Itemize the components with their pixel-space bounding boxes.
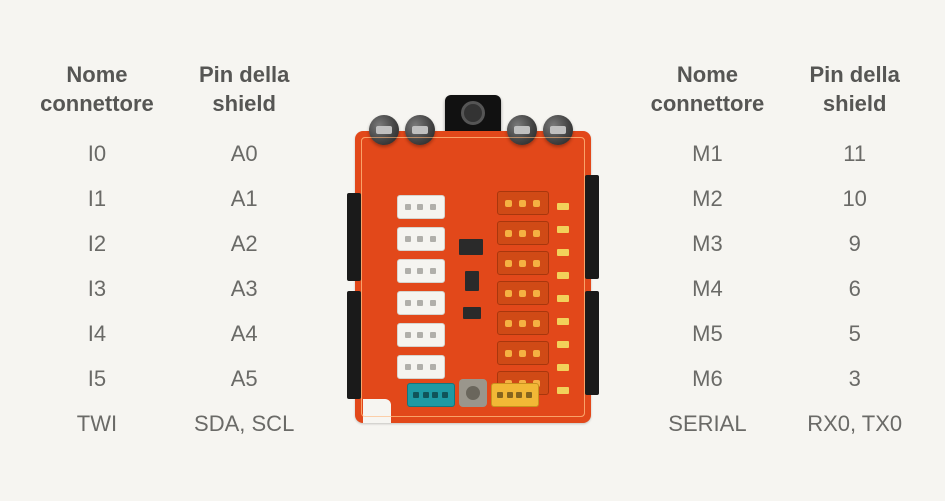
smd-led-icon xyxy=(557,341,569,348)
connector-name: I2 xyxy=(20,221,174,266)
orange-connector-icon xyxy=(497,311,549,335)
connector-name: I0 xyxy=(20,131,174,176)
table-row: I4 A4 xyxy=(20,311,315,356)
pcb-overlay xyxy=(355,131,591,423)
white-connector-icon xyxy=(397,355,445,379)
smd-led-icon xyxy=(557,295,569,302)
smd-ic-icon xyxy=(459,239,483,255)
table-row: I0 A0 xyxy=(20,131,315,176)
smd-led-icon xyxy=(557,249,569,256)
shield-pin: A5 xyxy=(174,356,315,401)
left-pin-table: Nome connettore Pin della shield I0 A0 I… xyxy=(20,55,315,445)
smd-led-icon xyxy=(557,203,569,210)
table-row: M3 9 xyxy=(631,221,926,266)
smd-led-icon xyxy=(557,226,569,233)
smd-led-icon xyxy=(557,387,569,394)
smd-led-icon xyxy=(557,364,569,371)
header-shield-pin: Pin della shield xyxy=(784,55,925,130)
connector-name: I1 xyxy=(20,176,174,221)
header-connector-name: Nome connettore xyxy=(20,55,174,130)
table-row: M4 6 xyxy=(631,266,926,311)
smd-ic-icon xyxy=(465,271,479,291)
shield-pin: A1 xyxy=(174,176,315,221)
orange-connector-icon xyxy=(497,251,549,275)
shield-pin: 3 xyxy=(784,356,925,401)
table-row: M5 5 xyxy=(631,311,926,356)
connector-name: M4 xyxy=(631,266,785,311)
shield-pin: 11 xyxy=(784,131,925,176)
smd-led-icon xyxy=(557,318,569,325)
connector-name: M1 xyxy=(631,131,785,176)
right-pin-table: Nome connettore Pin della shield M1 11 M… xyxy=(631,55,926,445)
shield-pin: 6 xyxy=(784,266,925,311)
white-connector-icon xyxy=(397,195,445,219)
connector-name: M2 xyxy=(631,176,785,221)
shield-pin: 9 xyxy=(784,221,925,266)
header-connector-name: Nome connettore xyxy=(631,55,785,130)
shield-pin: 5 xyxy=(784,311,925,356)
twi-connector-icon xyxy=(407,383,455,407)
orange-connector-icon xyxy=(497,281,549,305)
table-row: I1 A1 xyxy=(20,176,315,221)
motor-connector-column xyxy=(497,191,549,395)
table-row: SERIAL RX0, TX0 xyxy=(631,401,926,446)
white-connector-icon xyxy=(397,259,445,283)
white-connector-icon xyxy=(397,227,445,251)
smd-led-icon xyxy=(557,272,569,279)
arduino-shield-board xyxy=(347,95,599,427)
table-row: M1 11 xyxy=(631,131,926,176)
table-row: TWI SDA, SCL xyxy=(20,401,315,446)
shield-pin: SDA, SCL xyxy=(174,401,315,446)
smd-ic-icon xyxy=(463,307,481,319)
table-row: I3 A3 xyxy=(20,266,315,311)
table-row: M2 10 xyxy=(631,176,926,221)
shield-pin: A2 xyxy=(174,221,315,266)
connector-name: I4 xyxy=(20,311,174,356)
connector-name: M3 xyxy=(631,221,785,266)
connector-name: M5 xyxy=(631,311,785,356)
shield-pin: A4 xyxy=(174,311,315,356)
orange-connector-icon xyxy=(497,221,549,245)
shield-pin: A0 xyxy=(174,131,315,176)
orange-connector-icon xyxy=(497,341,549,365)
table-header: Nome connettore Pin della shield xyxy=(20,55,315,130)
orange-connector-icon xyxy=(497,191,549,215)
pinout-diagram: Nome connettore Pin della shield I0 A0 I… xyxy=(20,55,925,445)
white-connector-icon xyxy=(397,323,445,347)
table-header: Nome connettore Pin della shield xyxy=(631,55,926,130)
connector-name: TWI xyxy=(20,401,174,446)
shield-pin: 10 xyxy=(784,176,925,221)
input-connector-column xyxy=(397,195,445,379)
white-connector-icon xyxy=(397,291,445,315)
led-strip xyxy=(557,203,569,394)
table-row: I5 A5 xyxy=(20,356,315,401)
table-row: M6 3 xyxy=(631,356,926,401)
serial-connector-icon xyxy=(491,383,539,407)
connector-name: M6 xyxy=(631,356,785,401)
table-row: I2 A2 xyxy=(20,221,315,266)
shield-pin: RX0, TX0 xyxy=(784,401,925,446)
shield-pin: A3 xyxy=(174,266,315,311)
board-illustration-wrap xyxy=(339,55,607,427)
connector-name: I5 xyxy=(20,356,174,401)
connector-name: I3 xyxy=(20,266,174,311)
header-shield-pin: Pin della shield xyxy=(174,55,315,130)
reset-button-icon xyxy=(459,379,487,407)
connector-name: SERIAL xyxy=(631,401,785,446)
